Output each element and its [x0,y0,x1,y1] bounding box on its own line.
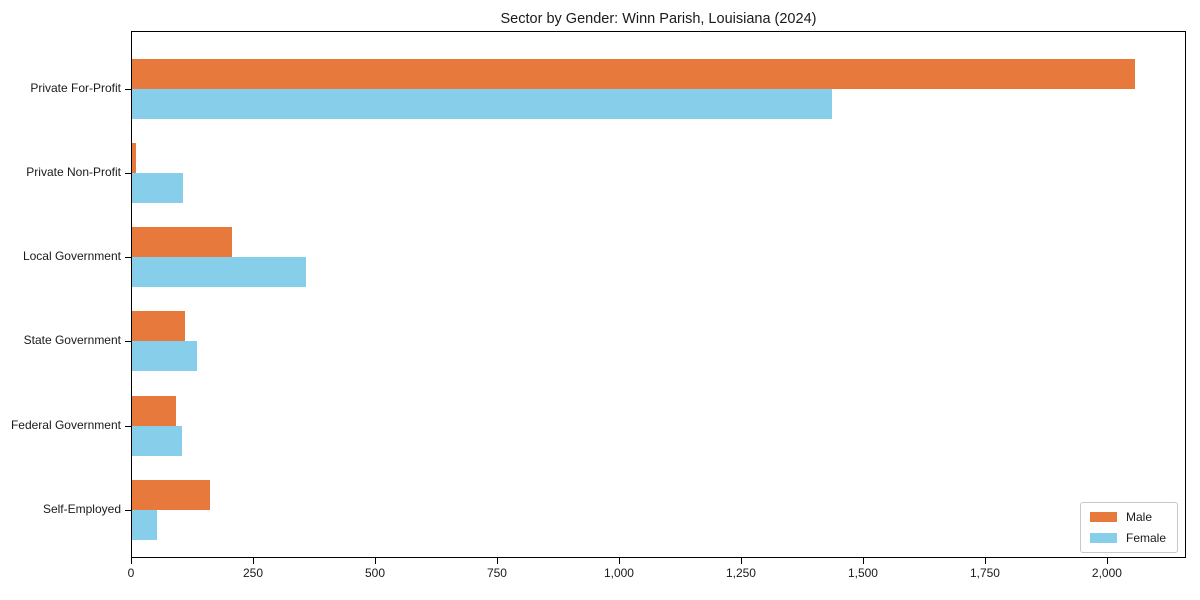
x-tick-mark [252,558,254,564]
legend-label-female: Female [1125,531,1166,545]
x-tick-mark [740,558,742,564]
y-tick-mark [125,88,131,90]
x-tick-mark [374,558,376,564]
x-tick-label-1: 250 [242,566,263,580]
x-tick-label-5: 1,250 [725,566,756,580]
y-tick-label-private-non-profit: Private Non-Profit [26,164,121,179]
y-tick-mark [125,257,131,259]
bar-male-self-employed [132,480,211,510]
bar-female-state-government [132,341,197,372]
y-tick-mark [125,341,131,343]
y-tick-mark [125,510,131,511]
x-tick-label-7: 1,750 [969,566,1000,580]
x-tick-label-0: 0 [127,566,135,580]
legend-item-female: Female [1089,531,1166,545]
x-tick-label-8: 2,000 [1091,566,1122,580]
bar-male-federal-government [132,395,176,426]
chart-title: Sector by Gender: Winn Parish, Louisiana… [500,11,817,27]
plot-area: Male Female [131,31,1186,558]
x-tick-mark [984,558,986,564]
legend-label-male: Male [1125,510,1152,524]
x-tick-mark [618,558,620,564]
y-tick-mark [125,425,131,427]
female-swatch [1089,533,1117,543]
bar-male-local-government [132,227,232,258]
bar-male-state-government [132,311,186,342]
y-tick-label-local-government: Local Government [22,249,121,264]
bar-female-private-non-profit [132,172,184,203]
x-tick-mark [862,558,864,564]
y-tick-label-private-for-profit: Private For-Profit [30,80,121,95]
x-tick-mark [131,558,132,564]
y-tick-label-state-government: State Government [23,333,121,348]
y-tick-mark [125,172,131,174]
x-tick-label-6: 1,500 [847,566,878,580]
bar-female-federal-government [132,425,182,456]
bar-female-local-government [132,257,306,288]
y-tick-label-self-employed: Self-Employed [42,502,121,516]
x-tick-label-4: 1,000 [603,566,634,580]
y-tick-label-federal-government: Federal Government [10,417,121,432]
x-tick-mark [496,558,498,564]
x-tick-mark [1106,558,1108,564]
male-swatch [1089,512,1117,522]
x-tick-label-3: 750 [486,566,507,580]
bar-female-private-for-profit [132,88,833,119]
legend-item-male: Male [1089,510,1166,524]
bar-male-private-non-profit [132,142,137,173]
legend: Male Female [1079,502,1178,553]
x-tick-label-2: 500 [364,566,385,580]
bar-female-self-employed [132,510,158,540]
bar-male-private-for-profit [132,58,1136,89]
